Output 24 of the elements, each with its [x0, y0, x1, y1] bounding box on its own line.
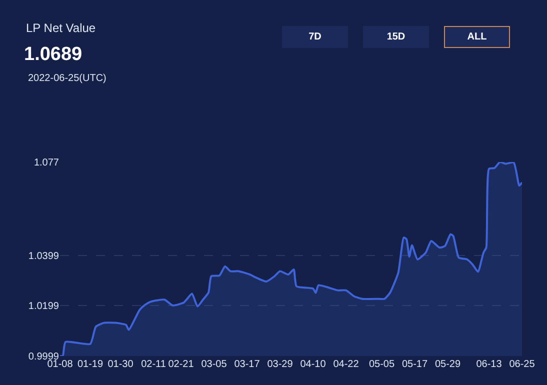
x-tick-label: 03-17	[234, 359, 260, 370]
x-tick-label: 05-05	[368, 359, 395, 370]
x-tick-label: 06-13	[476, 359, 502, 370]
x-tick-label: 01-08	[47, 359, 74, 370]
y-tick-label: 1.0399	[28, 250, 60, 262]
chart-title: LP Net Value	[26, 21, 96, 35]
x-tick-label: 03-05	[201, 359, 228, 370]
x-tick-label: 02-11	[141, 359, 166, 370]
x-tick-label: 05-17	[402, 359, 428, 370]
x-tick-label: 01-30	[108, 359, 134, 370]
y-tick-label: 1.077	[34, 158, 60, 168]
x-tick-label: 04-10	[300, 359, 326, 370]
text: 7D	[308, 32, 322, 42]
x-tick-label: 03-29	[267, 359, 294, 370]
x-tick-label: 05-29	[434, 359, 461, 370]
x-tick-label: 04-22	[333, 359, 360, 370]
text: 2022-06-25(UTC)	[28, 73, 106, 84]
text: 15D	[386, 32, 406, 42]
chart-subtitle: 1.0689	[24, 44, 82, 65]
x-tick-label: 06-25	[509, 359, 536, 370]
text: ALL	[467, 32, 487, 42]
x-tick-label: 02-21	[168, 359, 194, 370]
y-tick-label: 1.0199	[28, 301, 60, 312]
x-tick-label: 01-19	[77, 359, 104, 370]
